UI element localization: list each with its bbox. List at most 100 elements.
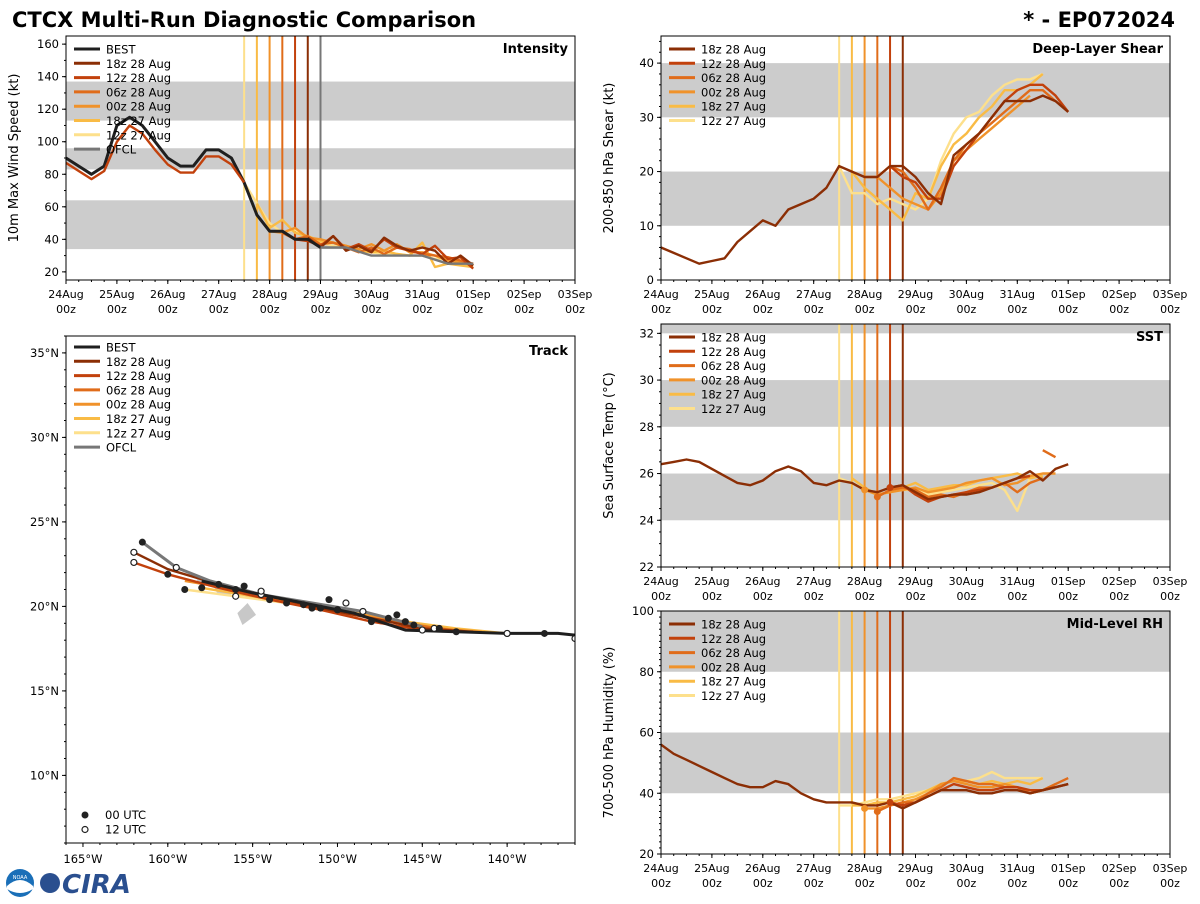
track-00utc-marker (540, 629, 548, 637)
track-series-line (141, 540, 423, 629)
marker-legend-label: 00 UTC (105, 808, 146, 822)
intensity-xtick-date: 24Aug (48, 288, 83, 301)
shear-panel-title: Deep-Layer Shear (1032, 42, 1163, 57)
track-00utc-marker (333, 606, 341, 614)
sst-ytick-label: 32 (639, 326, 654, 340)
track-ytick-label: 30°N (30, 430, 59, 444)
sst-shaded-band (661, 380, 1170, 427)
shear-shaded-band (661, 63, 1170, 118)
rh-init-point (861, 804, 869, 812)
intensity-xtick-hour: 00z (158, 303, 178, 316)
track-00utc-marker (435, 624, 443, 632)
sst-shaded-band (661, 324, 1170, 334)
intensity-ytick-label: 140 (37, 70, 59, 84)
shear-legend-label: 18z 28 Aug (701, 43, 766, 57)
sst-xtick-hour: 00z (1058, 590, 1078, 603)
track-xtick-label: 145°W (403, 852, 442, 866)
shear-xtick-date: 27Aug (796, 288, 831, 301)
intensity-legend-label: 06z 28 Aug (106, 85, 171, 99)
shear-legend-label: 00z 28 Aug (701, 85, 766, 99)
track-legend-label: 18z 28 Aug (106, 355, 171, 369)
rh-xtick-date: 27Aug (796, 862, 831, 875)
intensity-ytick-label: 80 (44, 167, 59, 181)
intensity-xtick-hour: 00z (514, 303, 534, 316)
shear-xtick-hour: 00z (1058, 303, 1078, 316)
track-ytick-label: 35°N (30, 346, 59, 360)
sst-ytick-label: 28 (639, 420, 654, 434)
track-legend-label: 00z 28 Aug (106, 398, 171, 412)
sst-xtick-date: 26Aug (745, 575, 780, 588)
track-00utc-marker (181, 586, 189, 593)
rh-xtick-hour: 00z (906, 877, 926, 890)
shear-xtick-hour: 00z (804, 303, 824, 316)
rh-shaded-band (661, 611, 1170, 672)
track-00utc-marker (410, 621, 418, 629)
rh-xtick-date: 25Aug (694, 862, 729, 875)
footer-logos: NOAA CIRA (6, 869, 131, 900)
track-legend-label: 06z 28 Aug (106, 383, 171, 397)
shear-legend-label: 12z 28 Aug (701, 57, 766, 71)
intensity-ytick-label: 160 (37, 37, 59, 51)
track-ytick-label: 20°N (30, 599, 59, 613)
intensity-xtick-hour: 00z (463, 303, 483, 316)
intensity-xtick-date: 03Sep (558, 288, 593, 301)
rh-panel: 20 40 60 80 100 24Aug 00z 25Aug 00z 26Aug 00z 27Aug… (602, 604, 1187, 890)
intensity-xtick-date: 29Aug (303, 288, 338, 301)
rh-init-point (873, 807, 881, 815)
track-panel: 165°W 160°W 155°W 150°W 145°W 140°W 10°N 15°N 20… (30, 335, 576, 866)
rh-legend-label: 00z 28 Aug (701, 660, 766, 674)
intensity-xtick-hour: 00z (209, 303, 229, 316)
intensity-legend-label: BEST (106, 43, 136, 57)
shear-xtick-date: 03Sep (1153, 288, 1188, 301)
intensity-legend-label: 00z 28 Aug (106, 100, 171, 114)
marker-legend-12utc-icon (81, 825, 89, 834)
track-00utc-marker (308, 604, 316, 612)
sst-legend-label: 18z 27 Aug (701, 388, 766, 402)
intensity-xtick-hour: 00z (412, 303, 432, 316)
intensity-series-line (320, 246, 474, 265)
shear-xtick-date: 30Aug (949, 288, 984, 301)
rh-legend-label: 06z 28 Aug (701, 646, 766, 660)
shear-xtick-hour: 00z (753, 303, 773, 316)
track-legend-label: 12z 27 Aug (106, 426, 171, 440)
intensity-xtick-hour: 00z (362, 303, 382, 316)
intensity-ytick-label: 100 (37, 135, 59, 149)
rh-ytick-label: 40 (639, 786, 654, 800)
track-00utc-marker (198, 584, 206, 592)
marker-legend-label: 12 UTC (105, 823, 146, 837)
track-legend-label: BEST (106, 341, 136, 355)
sst-xtick-hour: 00z (906, 590, 926, 603)
sst-xtick-hour: 00z (651, 590, 671, 603)
track-00utc-marker (138, 538, 146, 546)
track-12utc-marker (130, 558, 138, 567)
intensity-ytick-label: 20 (44, 265, 59, 279)
rh-legend-label: 12z 27 Aug (701, 689, 766, 703)
figure-title: CTCX Multi-Run Diagnostic Comparison (12, 8, 476, 32)
rh-xtick-hour: 00z (1160, 877, 1180, 890)
track-12utc-marker (571, 634, 575, 643)
track-xtick-label: 165°W (63, 852, 102, 866)
intensity-xtick-date: 01Sep (456, 288, 491, 301)
sst-init-point (886, 484, 894, 492)
intensity-ylabel: 10m Max Wind Speed (kt) (7, 74, 22, 243)
hawaii-island-shape (237, 603, 257, 625)
rh-xtick-date: 28Aug (847, 862, 882, 875)
shear-xtick-date: 26Aug (745, 288, 780, 301)
shear-ytick-label: 0 (647, 273, 654, 287)
intensity-series-line (65, 115, 322, 249)
sst-xtick-hour: 00z (1160, 590, 1180, 603)
sst-xtick-hour: 00z (957, 590, 977, 603)
track-xtick-label: 150°W (318, 852, 357, 866)
shear-xtick-hour: 00z (1160, 303, 1180, 316)
shear-legend-label: 12z 27 Aug (701, 114, 766, 128)
rh-xtick-date: 24Aug (643, 862, 678, 875)
shear-legend-label: 06z 28 Aug (701, 71, 766, 85)
intensity-xtick-date: 30Aug (354, 288, 389, 301)
rh-xtick-date: 26Aug (745, 862, 780, 875)
sst-xtick-hour: 00z (1109, 590, 1129, 603)
track-xtick-label: 140°W (488, 852, 527, 866)
